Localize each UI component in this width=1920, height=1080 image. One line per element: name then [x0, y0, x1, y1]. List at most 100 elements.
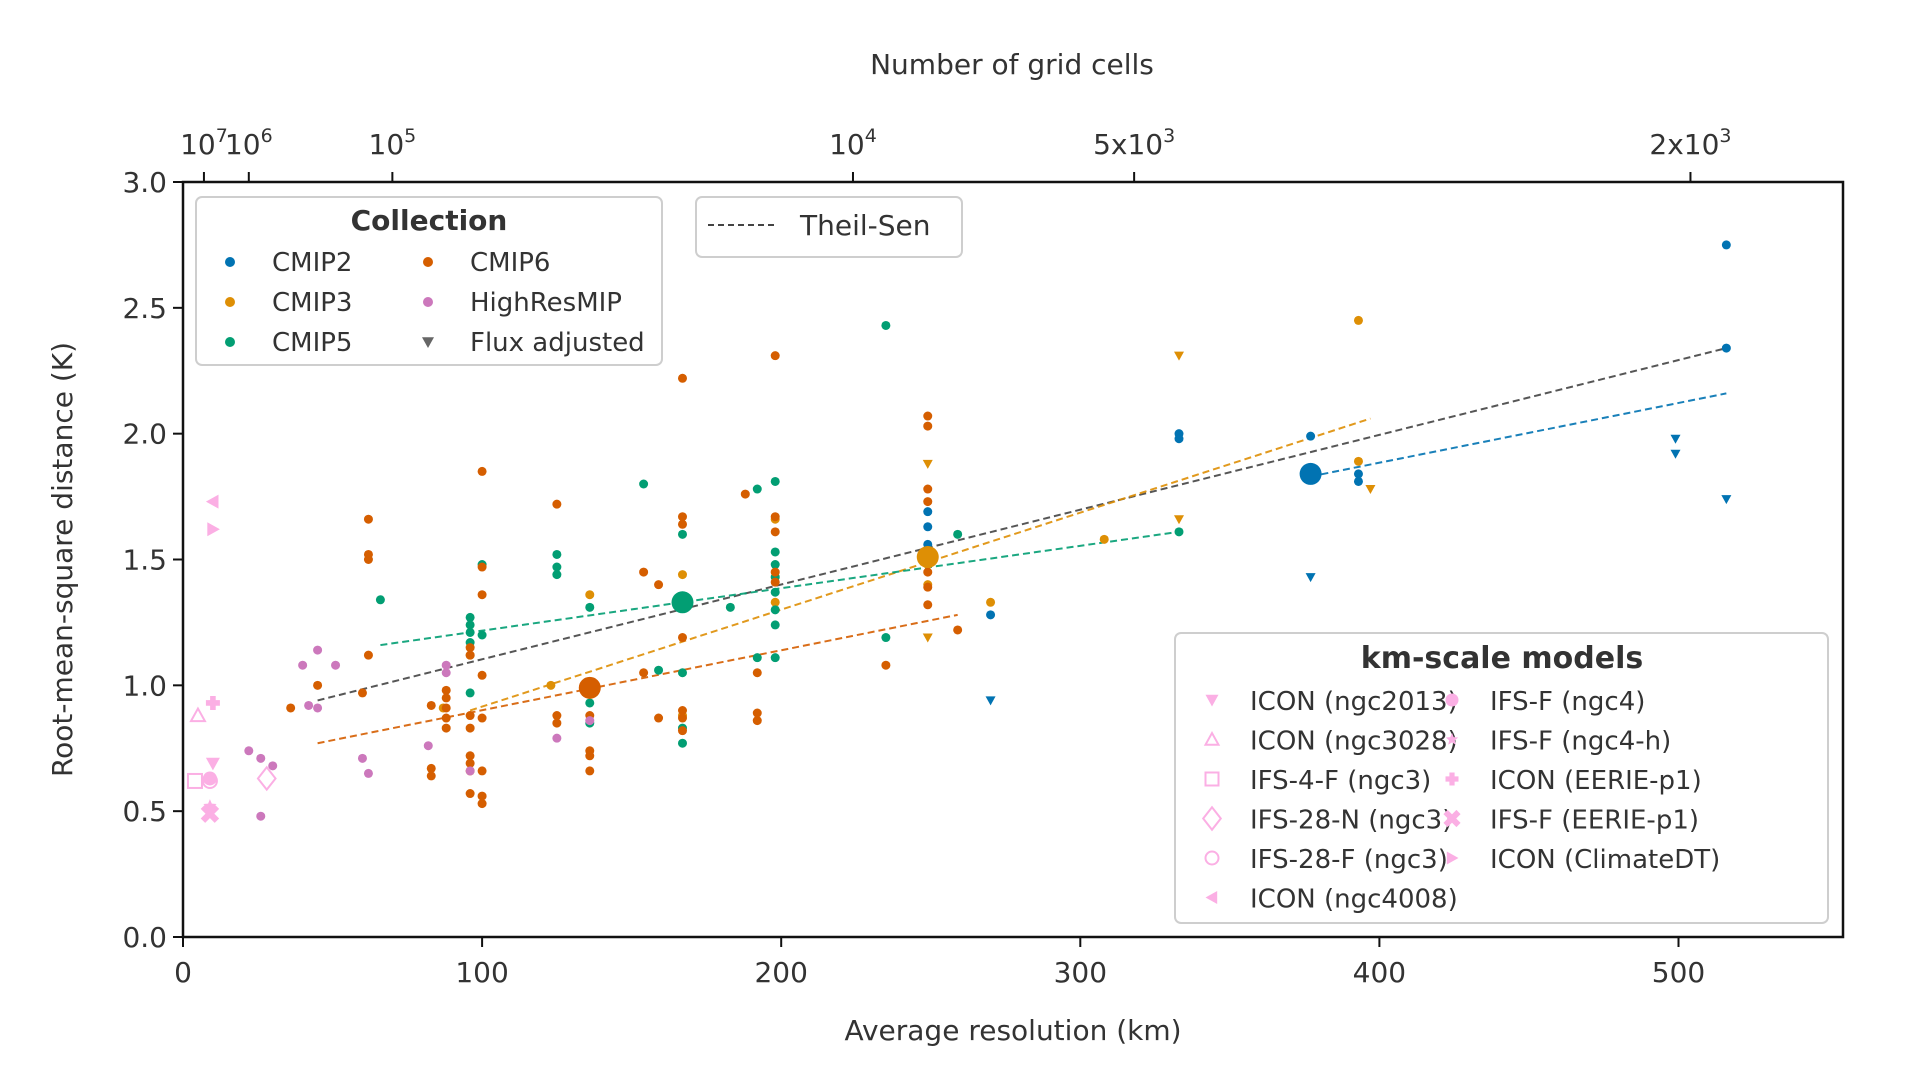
flux-point-cmip2 — [985, 696, 996, 706]
data-point-cmip6 — [426, 771, 436, 781]
data-point-cmip5 — [465, 612, 475, 622]
data-point-cmip6 — [585, 766, 595, 776]
flux-point-cmip3 — [1174, 351, 1184, 361]
legend-marker-cmip6 — [423, 257, 433, 267]
data-point-cmip6 — [923, 600, 933, 610]
data-point-cmip5 — [585, 698, 595, 708]
data-point-cmip6 — [465, 723, 475, 733]
y-tick-label: 3.0 — [122, 166, 167, 199]
legend-marker-cmip3 — [225, 297, 235, 307]
legend-marker-km — [1446, 851, 1459, 865]
data-point-cmip6 — [770, 567, 780, 577]
top-tick-label: 104 — [829, 125, 877, 161]
data-point-cmip6 — [677, 713, 687, 723]
data-point-highresmip — [304, 700, 314, 710]
data-point-cmip5 — [552, 549, 562, 559]
data-point-cmip3 — [677, 570, 687, 580]
data-point-cmip6 — [770, 351, 780, 361]
data-point-cmip6 — [923, 421, 933, 431]
data-point-cmip5 — [677, 529, 687, 539]
legend-label: Theil-Sen — [799, 209, 930, 242]
legend-marker-cmip5 — [225, 337, 235, 347]
data-point-highresmip — [441, 668, 451, 678]
legend-label: ICON (ngc3028) — [1250, 727, 1458, 757]
data-point-cmip6 — [654, 580, 664, 590]
flux-point-cmip2 — [1721, 495, 1732, 505]
data-point-cmip6 — [313, 680, 323, 690]
x-tick-label: 400 — [1353, 956, 1406, 989]
km-point — [205, 757, 220, 771]
legend-collection: Collection CMIP2 CMIP3 CMIP5 CMIP6 HighResMIP… — [195, 196, 663, 366]
legend-box — [195, 196, 663, 366]
data-point-cmip6 — [770, 527, 780, 537]
data-point-highresmip — [331, 660, 341, 670]
data-point-cmip2 — [1306, 431, 1316, 441]
legend-marker-cmip2 — [225, 257, 235, 267]
data-point-cmip6 — [286, 703, 296, 713]
data-point-highresmip — [441, 660, 451, 670]
data-point-cmip5 — [639, 479, 649, 489]
data-point-cmip3 — [770, 597, 780, 607]
data-point-cmip6 — [639, 668, 649, 678]
data-point-cmip5 — [953, 529, 963, 539]
data-point-cmip3 — [1353, 456, 1363, 466]
legend-marker-km — [1204, 771, 1220, 787]
data-point-cmip6 — [465, 758, 475, 768]
data-point-cmip6 — [953, 625, 963, 635]
legend-label: IFS-28-N (ngc3) — [1250, 806, 1452, 836]
legend-label: IFS-28-F (ngc3) — [1250, 845, 1448, 875]
x-tick-label: 0 — [174, 956, 192, 989]
legend-marker-km — [1204, 850, 1220, 866]
data-point-cmip6 — [770, 577, 780, 587]
data-point-cmip6 — [770, 512, 780, 522]
data-point-cmip6 — [441, 693, 451, 703]
x-tick-label: 500 — [1652, 956, 1705, 989]
data-point-highresmip — [256, 811, 266, 821]
data-point-cmip5 — [375, 595, 385, 605]
data-point-cmip3 — [546, 680, 556, 690]
km-point — [200, 804, 220, 823]
legend-marker-km — [1445, 733, 1459, 745]
y-axis: 0.0 0.5 1.0 1.5 2.0 2.5 3.0 — [122, 166, 183, 954]
legend-marker-km — [1203, 730, 1221, 746]
data-point-cmip6 — [426, 700, 436, 710]
fit-line-cmip2 — [1310, 392, 1727, 478]
data-point-highresmip — [313, 703, 323, 713]
data-point-cmip5 — [770, 605, 780, 615]
legend-label: IFS-F (ngc4-h) — [1490, 727, 1671, 757]
data-point-cmip6 — [752, 668, 762, 678]
data-point-cmip6 — [477, 713, 487, 723]
data-point-cmip5 — [770, 476, 780, 486]
y-tick-label: 0.0 — [122, 921, 167, 954]
legend-title: km-scale models — [1361, 641, 1643, 676]
data-point-highresmip — [465, 766, 475, 776]
data-point-cmip2 — [1721, 343, 1731, 353]
legend-marker-km — [1445, 772, 1459, 786]
x-tick-label: 300 — [1054, 956, 1107, 989]
data-point-cmip6 — [465, 751, 475, 761]
data-point-cmip6 — [552, 711, 562, 721]
data-point-cmip5 — [770, 547, 780, 557]
flux-point-cmip3 — [922, 459, 933, 469]
data-point-cmip6 — [441, 713, 451, 723]
data-point-cmip6 — [465, 711, 475, 721]
legend-marker-km — [1443, 809, 1461, 828]
data-point-cmip6 — [923, 497, 933, 507]
km-point — [189, 706, 207, 723]
data-point-highresmip — [423, 741, 433, 751]
flux-point-cmip2 — [1305, 573, 1316, 583]
data-point-cmip5 — [465, 620, 475, 630]
data-point-cmip6 — [752, 708, 762, 718]
top-axis-label: Number of grid cells — [870, 48, 1154, 81]
data-point-cmip6 — [477, 766, 487, 776]
data-point-cmip6 — [923, 582, 933, 592]
data-point-cmip5 — [585, 602, 595, 612]
data-point-cmip6 — [477, 466, 487, 476]
legend-label: CMIP2 — [272, 248, 352, 278]
data-point-cmip6 — [881, 660, 891, 670]
fit-line-cmip6 — [317, 613, 958, 745]
data-point-cmip6 — [677, 726, 687, 736]
data-point-cmip6 — [677, 519, 687, 529]
